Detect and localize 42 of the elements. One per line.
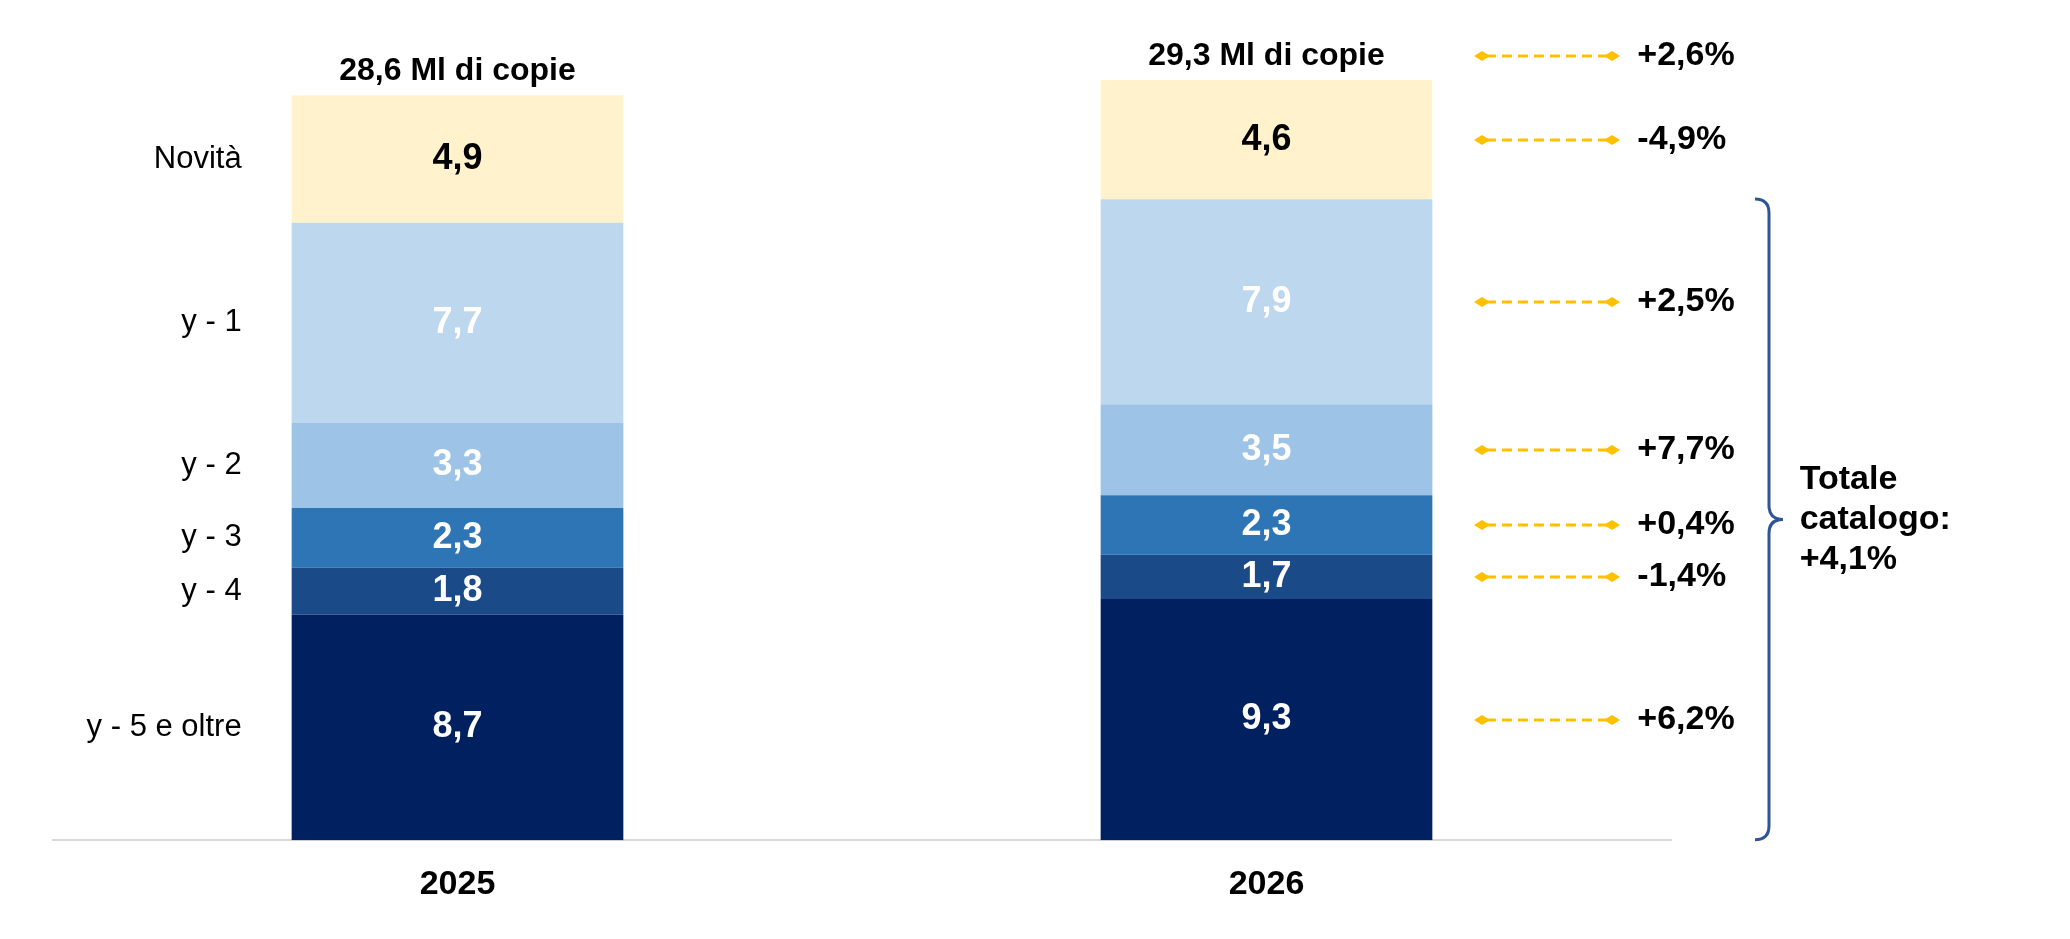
data-label: 8,7 [432, 704, 483, 746]
series-label: y - 4 [181, 571, 242, 607]
annotation: +6,2% [1637, 697, 1735, 736]
data-label: 7,9 [1241, 278, 1292, 320]
bar [291, 95, 624, 223]
series-label: y - 3 [181, 518, 242, 554]
total-label: 28,6 Ml di copie [339, 51, 576, 88]
series-label: Novità [153, 139, 243, 175]
bar [1100, 495, 1433, 555]
annotation: +0,4% [1637, 503, 1735, 542]
series-label: y - 1 [181, 303, 242, 339]
annotation: -4,9% [1637, 118, 1727, 157]
data-label: 7,7 [432, 299, 483, 341]
data-label: 4,9 [432, 136, 483, 178]
bar [1100, 80, 1433, 200]
total-label: 29,3 Ml di copie [1148, 35, 1385, 72]
series-label: y - 5 e oltre [86, 707, 242, 743]
data-label: 9,3 [1241, 696, 1292, 738]
bar [1100, 199, 1433, 405]
annotation: -1,4% [1637, 555, 1727, 594]
bar [1100, 404, 1433, 496]
x-tick-label: 2025 [419, 862, 496, 901]
bar [1100, 554, 1433, 599]
bar [291, 422, 624, 509]
bar [291, 614, 624, 841]
annotation: +2,5% [1637, 280, 1735, 319]
bar [291, 567, 624, 615]
data-label: 2,3 [1241, 501, 1292, 543]
series-label: y - 2 [181, 445, 242, 481]
bar [291, 508, 624, 568]
data-label: 1,8 [432, 568, 483, 610]
data-label: 2,3 [432, 514, 483, 556]
annotation: +7,7% [1637, 428, 1735, 467]
data-label: 4,6 [1241, 116, 1292, 158]
bar [1100, 598, 1433, 841]
data-label: 3,5 [1241, 426, 1292, 468]
data-label: 3,3 [432, 442, 483, 484]
bar [291, 222, 624, 423]
text: Totale catalogo: +4,1% [1799, 458, 1951, 577]
data-label: 1,7 [1241, 553, 1292, 595]
text: +2,6% [1637, 34, 1735, 73]
x-tick-label: 2026 [1228, 862, 1305, 901]
